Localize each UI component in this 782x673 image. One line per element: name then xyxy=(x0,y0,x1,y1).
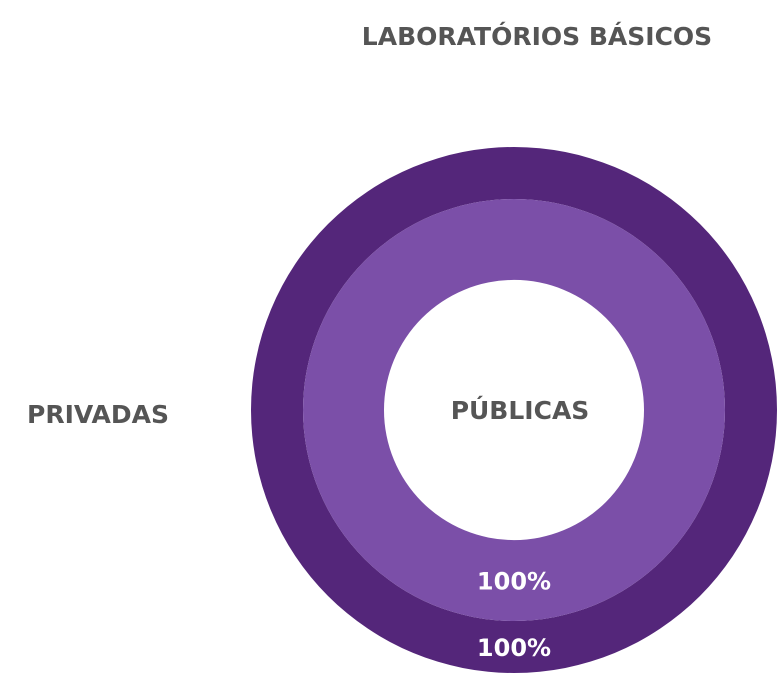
legend-label: PÚBLICAS xyxy=(451,395,590,425)
donut-segment xyxy=(303,199,725,621)
chart-title: LABORATÓRIOS BÁSICOS xyxy=(362,21,712,51)
legend-label: PRIVADAS xyxy=(27,400,169,429)
value-label: 100% xyxy=(477,568,551,596)
value-label: 100% xyxy=(477,634,551,662)
